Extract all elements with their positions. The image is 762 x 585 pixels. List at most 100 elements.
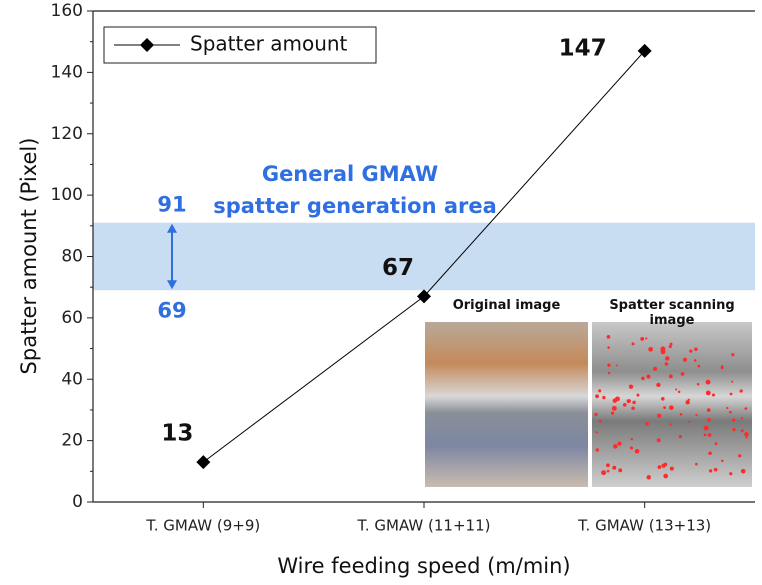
spatter-dot (708, 451, 712, 456)
spatter-dot (598, 419, 602, 423)
spatter-dot (663, 406, 666, 410)
spatter-dot (731, 353, 735, 357)
y-axis-title: Spatter amount (Pixel) (17, 138, 41, 375)
spatter-dot (694, 347, 698, 351)
spatter-dot (729, 392, 733, 396)
spatter-dot (732, 427, 736, 432)
legend-box (103, 26, 377, 64)
spatter-dot (606, 469, 610, 473)
spatter-dot (661, 396, 665, 401)
spatter-dot (630, 437, 633, 441)
spatter-dot (646, 374, 651, 379)
y-tick-label: 60 (61, 308, 83, 328)
spatter-dot (706, 408, 711, 412)
spatter-dot (682, 357, 688, 362)
spatter-dot (657, 413, 662, 418)
y-tick-label: 100 (51, 185, 83, 205)
spatter-dot (607, 363, 611, 367)
data-label: 13 (161, 421, 193, 447)
spatter-dot (726, 406, 729, 410)
spatter-image (592, 322, 752, 487)
spatter-dot (632, 400, 636, 405)
original-image (425, 322, 588, 487)
spatter-dot (661, 463, 666, 468)
y-tick-label: 0 (72, 492, 83, 512)
legend-marker (140, 38, 154, 52)
spatter-dot (697, 364, 701, 368)
spatter-dot (731, 380, 734, 383)
spatter-dot (729, 472, 733, 476)
spatter-dot (732, 418, 736, 422)
spatter-dot (738, 454, 742, 458)
spatter-dot (640, 337, 645, 341)
data-label: 147 (559, 35, 607, 61)
spatter-dot (610, 411, 615, 415)
marker (417, 289, 431, 304)
spatter-dot (595, 448, 599, 452)
spatter-dot (617, 441, 622, 446)
spatter-dot (669, 423, 672, 426)
spatter-dot (615, 364, 618, 367)
x-tick-label: T. GMAW (9+9) (145, 517, 260, 535)
spatter-dot (688, 420, 691, 423)
spatter-dot (714, 442, 718, 446)
spatter-dot (615, 396, 620, 402)
arrow-head (167, 280, 177, 290)
spatter-dot (606, 463, 610, 468)
spatter-dot (598, 389, 602, 393)
spatter-dot (634, 448, 640, 454)
spatter-dot (669, 466, 674, 471)
spatter-dot (653, 366, 658, 371)
spatter-dot (679, 413, 683, 416)
spatter-dot (607, 346, 610, 349)
spatter-dot (613, 444, 618, 449)
spatter-dot (729, 410, 732, 414)
spatter-dot (744, 407, 748, 410)
y-tick-label: 120 (51, 124, 83, 144)
x-tick-label: T. GMAW (11+11) (357, 517, 491, 535)
spatter-dot (695, 462, 698, 466)
data-label: 67 (382, 255, 414, 281)
spatter-dot (611, 405, 617, 411)
spatter-dot (595, 431, 598, 434)
inset-label: Spatter scanning image (609, 298, 735, 328)
spatter-dot (744, 432, 749, 437)
spatter-dot (631, 342, 635, 346)
spatter-dot (680, 372, 685, 376)
spatter-dot (740, 417, 743, 420)
spatter-dot (612, 465, 617, 470)
spatter-dot (693, 359, 697, 362)
spatter-dot (663, 473, 669, 479)
marker (637, 43, 652, 58)
spatter-dot (631, 406, 635, 410)
spatter-dot (703, 433, 707, 437)
spatter-dot (645, 337, 648, 340)
spatter-dot (595, 394, 599, 399)
spatter-dot (665, 356, 670, 361)
inset-label: Original image (452, 298, 561, 313)
band-label: 69 (157, 298, 186, 322)
spatter-dot (668, 345, 672, 349)
spatter-dot (739, 389, 743, 393)
spatter-dot (645, 421, 649, 426)
y-tick-label: 160 (51, 1, 83, 21)
band-label: 91 (157, 193, 186, 217)
spatter-dot (636, 393, 640, 397)
spatter-dot (689, 349, 693, 353)
x-tick-label: T. GMAW (13+13) (577, 517, 711, 535)
spatter-dot (664, 362, 669, 366)
spatter-dot (721, 459, 724, 463)
spatter-dot (628, 384, 634, 389)
annotation: spatter generation area (213, 194, 497, 218)
spatter-dot (708, 469, 713, 473)
spatter-dot (668, 374, 673, 379)
spatter-dot (646, 475, 651, 480)
marker (196, 455, 211, 470)
spatter-dot (641, 376, 645, 381)
spatter-dot (675, 388, 678, 391)
spatter-dot (606, 335, 611, 339)
spatter-dot (622, 403, 627, 407)
spatter-dot (656, 382, 661, 388)
